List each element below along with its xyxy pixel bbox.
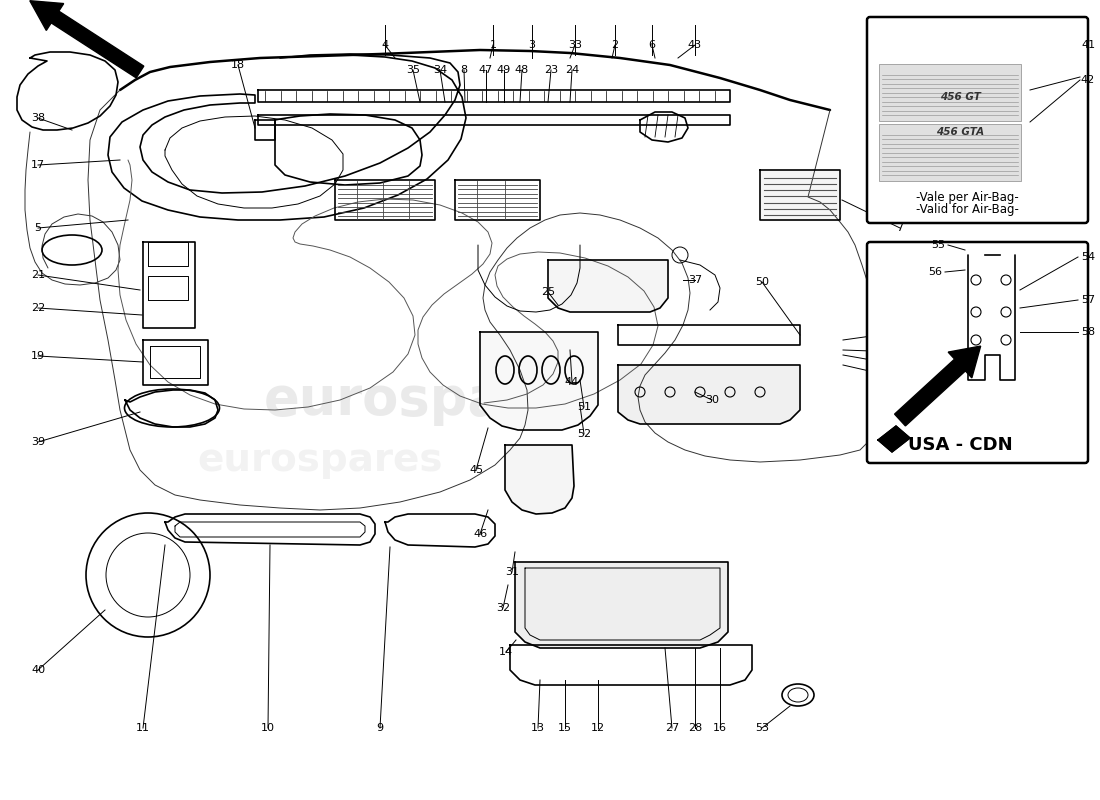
FancyBboxPatch shape	[867, 242, 1088, 463]
FancyArrow shape	[30, 1, 144, 78]
Text: eurospares: eurospares	[264, 374, 596, 426]
Text: 46: 46	[473, 529, 487, 539]
Text: 456 GT: 456 GT	[939, 92, 980, 102]
Text: 31: 31	[505, 567, 519, 577]
Text: 38: 38	[31, 113, 45, 123]
Text: 28: 28	[688, 723, 702, 733]
Text: 51: 51	[578, 402, 591, 412]
Text: 33: 33	[568, 40, 582, 50]
Text: 17: 17	[31, 160, 45, 170]
Polygon shape	[878, 426, 910, 452]
Polygon shape	[618, 365, 800, 424]
Polygon shape	[505, 445, 574, 514]
Text: 29: 29	[893, 373, 907, 383]
Text: 45: 45	[469, 465, 483, 475]
Text: eurospares: eurospares	[197, 441, 442, 479]
Text: 7: 7	[896, 223, 903, 233]
Text: 26: 26	[893, 327, 907, 337]
Text: 14: 14	[499, 647, 513, 657]
Text: 5: 5	[34, 223, 42, 233]
Text: 12: 12	[591, 723, 605, 733]
Text: 15: 15	[558, 723, 572, 733]
Text: 456 GTA: 456 GTA	[936, 127, 985, 137]
Text: 35: 35	[406, 65, 420, 75]
Text: 25: 25	[541, 287, 556, 297]
Text: 4: 4	[382, 40, 388, 50]
Text: 40: 40	[31, 665, 45, 675]
Text: 10: 10	[261, 723, 275, 733]
FancyBboxPatch shape	[879, 64, 1021, 121]
Text: 43: 43	[688, 40, 702, 50]
Text: 6: 6	[649, 40, 656, 50]
Text: 18: 18	[231, 60, 245, 70]
Text: USA - CDN: USA - CDN	[908, 436, 1012, 454]
Text: 9: 9	[376, 723, 384, 733]
Text: 23: 23	[543, 65, 558, 75]
Text: 1: 1	[490, 40, 496, 50]
Text: 19: 19	[31, 351, 45, 361]
Text: 2: 2	[612, 40, 618, 50]
Polygon shape	[548, 260, 668, 312]
Text: 8: 8	[461, 65, 468, 75]
Text: 39: 39	[31, 437, 45, 447]
Text: 32: 32	[496, 603, 510, 613]
Polygon shape	[480, 332, 598, 430]
Text: 24: 24	[565, 65, 579, 75]
Text: 56: 56	[928, 267, 942, 277]
Text: 11: 11	[136, 723, 150, 733]
Text: -Vale per Air-Bag-: -Vale per Air-Bag-	[915, 190, 1019, 203]
Text: 37: 37	[688, 275, 702, 285]
Text: 55: 55	[931, 240, 945, 250]
Polygon shape	[760, 170, 840, 220]
Text: 41: 41	[1081, 40, 1096, 50]
Text: 58: 58	[1081, 327, 1096, 337]
Text: 13: 13	[531, 723, 544, 733]
Text: 42: 42	[1081, 75, 1096, 85]
Polygon shape	[515, 562, 728, 648]
Text: 30: 30	[705, 395, 719, 405]
Text: -Valid for Air-Bag-: -Valid for Air-Bag-	[915, 203, 1019, 217]
Text: 53: 53	[755, 723, 769, 733]
Text: 21: 21	[31, 270, 45, 280]
Text: 48: 48	[515, 65, 529, 75]
Text: 57: 57	[1081, 295, 1096, 305]
Text: 54: 54	[1081, 252, 1096, 262]
FancyArrow shape	[894, 346, 980, 426]
FancyBboxPatch shape	[867, 17, 1088, 223]
Text: 20: 20	[893, 347, 907, 357]
Text: 16: 16	[713, 723, 727, 733]
Text: 22: 22	[31, 303, 45, 313]
Text: 34: 34	[433, 65, 447, 75]
Text: 49: 49	[497, 65, 512, 75]
FancyBboxPatch shape	[879, 124, 1021, 181]
Text: 44: 44	[565, 377, 579, 387]
Text: 50: 50	[755, 277, 769, 287]
Text: 47: 47	[478, 65, 493, 75]
Text: 3: 3	[528, 40, 536, 50]
Text: 36: 36	[893, 360, 907, 370]
Text: 52: 52	[576, 429, 591, 439]
Text: 27: 27	[664, 723, 679, 733]
